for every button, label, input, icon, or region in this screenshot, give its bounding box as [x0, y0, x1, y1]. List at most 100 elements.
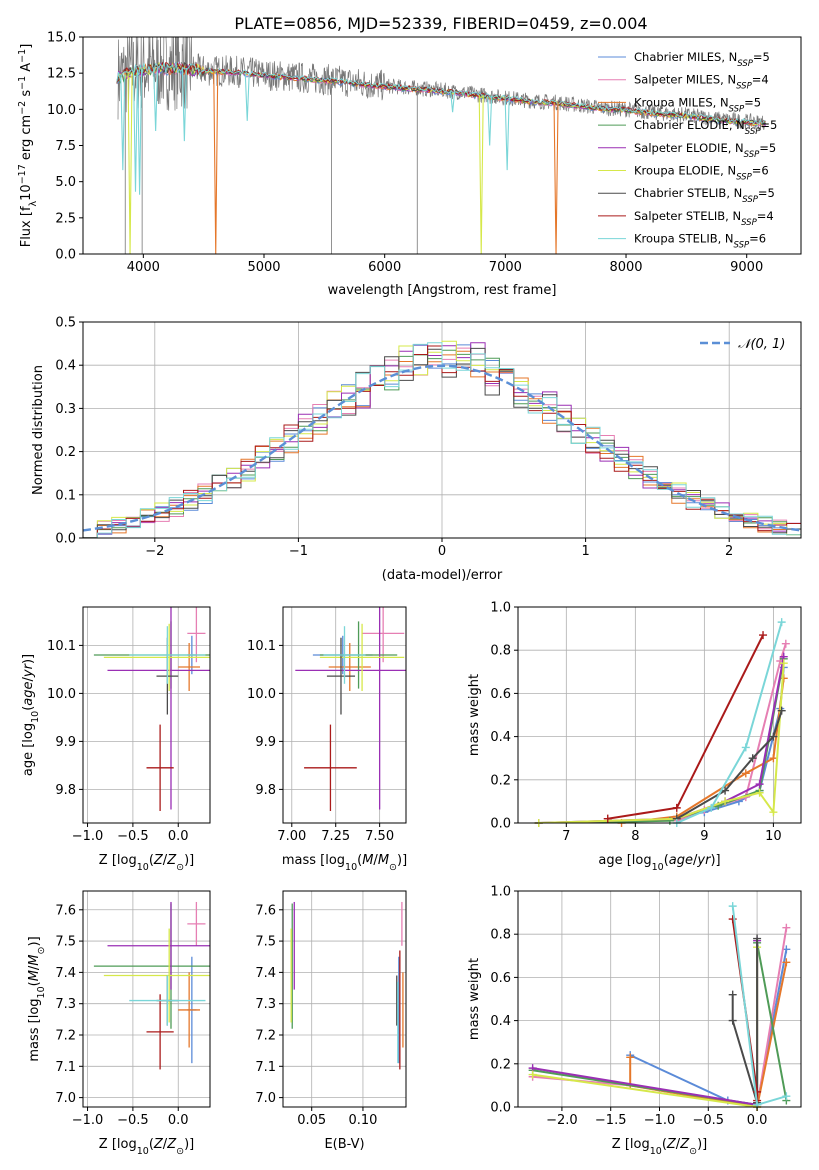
mass_vs_EBV-ytick-label: 7.2	[255, 1029, 276, 1044]
age_vs_Z-frame	[82, 606, 211, 824]
mass_weight_vs_age-xtick-label: 7	[562, 829, 570, 844]
mass_vs_EBV-ytick-label: 7.3	[255, 997, 276, 1012]
mass_weight_vs_Z-chabrier-stelib-line	[731, 938, 759, 1103]
mass_weight_vs_age-kroupa-stelib-marker	[741, 743, 750, 752]
spectrum-absorption-line	[478, 94, 484, 254]
mass_vs_Z-frame	[82, 890, 211, 1108]
spectrum-ytick-label: 7.5	[55, 139, 76, 154]
mass_weight_vs_Z-ytick-label: 0.0	[490, 1101, 511, 1116]
mass_weight_vs_age-kroupa-miles-marker	[769, 754, 778, 763]
mass_weight_vs_age-kroupa-stelib-line	[676, 621, 783, 823]
mass_weight_vs_age-chabrier-stelib-marker	[721, 786, 730, 795]
mass_weight_vs_age-xlabel: age [log10(age/yr)]	[598, 853, 720, 873]
legend-entry-label: 𝒩(0, 1)	[738, 337, 785, 352]
age_vs_mass-xtick-label: 7.00	[277, 829, 306, 844]
mass_weight_vs_age-xtick-label: 9	[700, 829, 708, 844]
mass_vs_Z-xtick-label: −1.0	[72, 1113, 104, 1128]
residuals-ytick-label: 0.0	[55, 532, 76, 547]
mass_weight_vs_age-xtick-label: 10	[765, 829, 782, 844]
spectrum-xtick-label: 5000	[247, 260, 280, 275]
legend-entry-label: Chabrier ELODIE, NSSP=5	[634, 118, 777, 137]
mass_vs_Z-ytick-label: 7.2	[55, 1029, 76, 1044]
mass_vs_Z-xlabel: Z [log10(Z/Z⊙)]	[99, 1137, 194, 1157]
residuals-ytick-label: 0.1	[55, 488, 76, 503]
age_vs_Z-xtick-label: 0.0	[168, 829, 189, 844]
mass_vs_EBV-ytick-label: 7.6	[255, 903, 276, 918]
mass_vs_Z-ytick-label: 7.1	[55, 1060, 76, 1075]
mass_weight_vs_Z-ytick-label: 0.6	[490, 971, 511, 986]
mass_weight_vs_age-kroupa-elodie-line	[538, 663, 785, 823]
mass_weight_vs_Z-ytick-label: 0.4	[490, 1014, 511, 1029]
mass_weight_vs_age-xtick-label: 8	[631, 829, 639, 844]
legend-entry-label: Salpeter MILES, NSSP=4	[634, 73, 769, 92]
mass_weight_vs_Z-xtick-label: 0.0	[747, 1113, 768, 1128]
residuals-ytick-label: 0.4	[55, 359, 76, 374]
mass_weight_vs_age-ytick-label: 0.6	[490, 687, 511, 702]
spectrum-axes: 4000 5000 6000 7000 8000 9000 0.0 2.5 5.0 7.5 10.0…	[47, 31, 802, 275]
mass_weight_vs_Z-xtick-label: −2.0	[546, 1113, 578, 1128]
mass_vs_EBV-frame	[282, 890, 407, 1108]
spectrum-absorption-line	[137, 69, 143, 195]
age_vs_Z-ytick-label: 10.1	[47, 639, 76, 654]
mass_weight_vs_Z-kroupa-miles-marker	[626, 1053, 635, 1062]
residuals-ytick-label: 0.5	[55, 316, 76, 331]
spectrum-absorption-line	[132, 70, 139, 192]
age_vs_Z-xtick-label: −1.0	[72, 829, 104, 844]
mass_weight_vs_Z-salpeter-miles-marker	[782, 923, 791, 932]
mass_weight_vs_Z-kroupa-stelib-marker	[728, 902, 737, 911]
mass_weight_vs_Z-ylabel: mass weight	[467, 958, 482, 1040]
legend-entry-label: Chabrier STELIB, NSSP=5	[634, 186, 775, 205]
spectrum-xlabel: wavelength [Angstrom, rest frame]	[328, 283, 557, 298]
residuals-xtick-label: 2	[725, 544, 733, 559]
mass_vs_Z-axes: −1.0 −0.5 0.0 7.0 7.1 7.2 7.3 7.4 7.5 7.6	[55, 890, 211, 1128]
mass_weight_vs_age-kroupa-elodie-marker	[769, 808, 778, 817]
spectrum-ytick-label: 5.0	[55, 175, 76, 190]
mass_weight_vs_Z-kroupa-stelib-marker	[782, 1092, 791, 1101]
residuals-legend: 𝒩(0, 1)	[700, 337, 785, 352]
figure-title: PLATE=0856, MJD=52339, FIBERID=0459, z=0…	[234, 14, 647, 33]
mass_vs_EBV-ytick-label: 7.0	[255, 1091, 276, 1106]
residuals-ylabel: Normed distribution	[31, 365, 46, 495]
legend-entry-label: Kroupa ELODIE, NSSP=6	[634, 164, 769, 183]
spectrum-xtick-label: 4000	[127, 260, 160, 275]
mass_weight_vs_Z-axes: −2.0 −1.5 −1.0 −0.5 0.0 0.0 0.2 0.4 0.6 0.8 1.0	[490, 885, 802, 1128]
spectrum-absorption-line	[181, 67, 187, 142]
mass_weight_vs_age-chabrier-stelib-marker	[769, 732, 778, 741]
age_vs_Z-ytick-label: 9.9	[55, 735, 76, 750]
age_vs_Z-axes: −1.0 −0.5 0.0 9.8 9.9 10.0 10.1	[47, 606, 211, 844]
mass_weight_vs_age-salpeter-stelib-marker	[672, 803, 681, 812]
age_vs_mass-axes: 7.00 7.25 7.50 9.8 9.9 10.0 10.1	[247, 606, 407, 844]
mass_weight_vs_Z-kroupa-miles-line	[629, 962, 788, 1107]
spectrum-xtick-label: 9000	[730, 260, 763, 275]
age_vs_mass-ytick-label: 10.1	[247, 639, 276, 654]
mass_weight_vs_Z-chabrier-stelib-marker	[753, 934, 762, 943]
spectrum-ytick-label: 0.0	[55, 248, 76, 263]
mass_weight_vs_age-kroupa-miles-marker	[741, 769, 750, 778]
histogram-kroupa-stelib	[83, 342, 801, 538]
age_vs_Z-xtick-label: −0.5	[117, 829, 149, 844]
mass_vs_EBV-ytick-label: 7.4	[255, 966, 276, 981]
residuals-xtick-label: 0	[438, 544, 446, 559]
age_vs_mass-xtick-label: 7.50	[365, 829, 394, 844]
spectrum-xtick-label: 7000	[489, 260, 522, 275]
spectrum-ytick-label: 10.0	[47, 103, 76, 118]
spectrum-legend: Chabrier MILES, NSSP=5 Salpeter MILES, NS…	[598, 50, 777, 251]
age_vs_mass-ytick-label: 10.0	[247, 687, 276, 702]
spectrum-ytick-label: 12.5	[47, 67, 76, 82]
mass_weight_vs_Z-xtick-label: −1.5	[595, 1113, 627, 1128]
spectrum-absorption-line	[120, 74, 126, 171]
age_vs_mass-ytick-label: 9.9	[255, 735, 276, 750]
mass_weight_vs_age-salpeter-elodie-marker	[755, 780, 764, 789]
residuals-xtick-label: −1	[289, 544, 308, 559]
mass_vs_Z-xtick-label: 0.0	[168, 1113, 189, 1128]
residuals-xtick-label: 1	[581, 544, 589, 559]
mass_vs_Z-ytick-label: 7.6	[55, 903, 76, 918]
mass_weight_vs_age-salpeter-stelib-marker	[603, 814, 612, 823]
mass_weight_vs_age-chabrier-stelib-marker	[777, 706, 786, 715]
mass_weight_vs_age-kroupa-elodie-marker	[779, 659, 788, 668]
age_vs_mass-xtick-label: 7.25	[321, 829, 350, 844]
spectrum-absorption-line	[553, 102, 559, 254]
residuals-ytick-label: 0.3	[55, 402, 76, 417]
mass_weight_vs_Z-xlabel: Z [log10(Z/Z⊙)]	[612, 1137, 707, 1157]
